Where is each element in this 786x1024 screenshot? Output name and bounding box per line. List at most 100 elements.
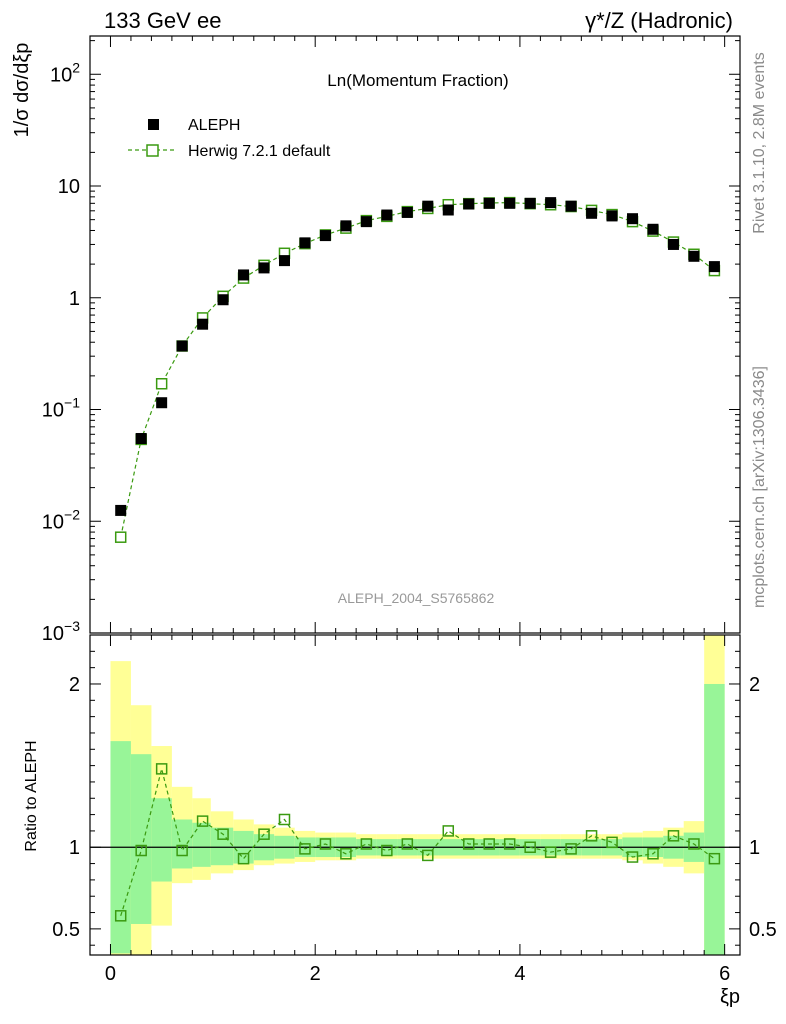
ratio-point-herwig [606,836,618,849]
ratio-point-herwig [626,851,639,863]
main-title: Ln(Momentum Fraction) [327,71,508,90]
ratio-point-herwig [155,763,168,775]
legend-label-herwig: Herwig 7.2.1 default [188,143,331,160]
aleph-point [217,294,229,306]
herwig-line [120,202,715,538]
ratio-point-herwig [442,825,455,837]
aleph-point [688,250,700,262]
ratio-point-herwig [114,910,127,922]
ratio-band-inner [704,683,725,955]
ratio-point-herwig [258,828,270,840]
aleph-point [627,213,639,225]
y-tick-label: 10 [58,176,80,198]
ratio-point-herwig [381,844,393,857]
ratio-y-tick-label-right: 0.5 [749,919,777,941]
ratio-y-tick-label-left: 2 [69,674,80,696]
ratio-point-herwig [524,841,536,853]
legend: ALEPH Herwig 7.2.1 default [128,117,331,160]
ratio-band-inner [130,754,152,924]
ratio-point-herwig [667,830,680,842]
y-tick-label: 10−2 [42,506,80,533]
y-tick-label: 10−3 [42,618,80,645]
header-right: γ*/Z (Hadronic) [585,8,733,33]
ratio-point-herwig [565,843,577,855]
ratio-point-herwig [688,838,700,850]
header-left: 133 GeV ee [104,8,221,33]
ratio-point-herwig [708,852,721,865]
ratio-point-herwig [319,838,332,850]
ratio-frame [89,634,741,956]
ratio-y-tick-label-right: 1 [749,837,760,859]
y-tick-exponent: −1 [64,395,80,411]
ratio-point-herwig [422,849,434,862]
aleph-point [606,210,618,222]
main-frame [89,35,741,634]
ratio-band-inner [151,798,172,882]
ratio-point-herwig [278,813,291,826]
y-tick-label: 1 [69,288,80,310]
side-label-mcplots: mcplots.cern.ch [arXiv:1306.3436] [751,366,768,608]
aleph-point [176,340,188,352]
herwig-point [155,378,168,390]
ratio-band-inner [171,819,193,869]
legend-marker-herwig [146,144,159,157]
aleph-point [360,216,372,228]
legend-label-aleph: ALEPH [188,117,240,134]
axis-ticks [89,36,740,955]
ratio-point-herwig [483,838,495,850]
y-tick-label: 102 [50,59,80,86]
ratio-point-herwig [647,848,659,860]
aleph-point [135,433,147,445]
x-tick-label: 0 [105,963,116,985]
ratio-ylabel: Ratio to ALEPH [23,740,40,851]
aleph-point [401,206,413,218]
aleph-point [422,200,434,212]
ratio-point-herwig [360,838,373,850]
ratio-series [114,763,721,922]
aleph-point [319,230,331,242]
y-tick-exponent: −2 [64,506,80,522]
aleph-point [381,209,393,221]
ratio-point-herwig [299,843,311,855]
ratio-xlabel: ξp [720,986,740,1008]
ratio-y-tick-label-right: 2 [749,674,760,696]
aleph-point [463,198,475,210]
legend-marker-aleph [148,119,159,130]
y-tick-exponent: 2 [72,59,80,75]
aleph-point [504,197,516,209]
aleph-point [545,197,557,209]
aleph-point [524,197,536,209]
plot-frames [89,35,741,956]
y-tick-label: 10−1 [42,395,80,422]
ratio-y-tick-label-left: 1 [69,837,80,859]
ratio-series-line [120,768,715,916]
ratio-point-herwig [196,815,209,827]
aleph-point [586,207,598,219]
ratio-point-herwig [217,828,229,840]
side-label-rivet: Rivet 3.1.10, 2.8M events [751,52,768,233]
ratio-point-herwig [585,830,598,842]
main-ylabel: 1/σ dσ/dξp [11,43,33,138]
aleph-point [667,238,679,250]
aleph-point [278,255,290,267]
x-tick-label: 6 [719,963,730,985]
aleph-point [197,318,209,330]
ratio-point-herwig [176,844,188,857]
ratio-y-tick-label-left: 0.5 [52,919,80,941]
ratio-point-herwig [401,838,414,850]
aleph-point [483,197,495,209]
y-tick-exponent: −3 [64,618,80,634]
ratio-bands [110,635,725,955]
ratio-point-herwig [340,848,352,860]
aleph-point [299,237,311,249]
aleph-point [115,504,127,516]
aleph-point [156,397,168,409]
x-tick-label: 2 [310,963,321,985]
x-tick-label: 4 [514,963,525,985]
aleph-point [708,261,720,273]
main-series [114,196,721,543]
aleph-point [340,220,352,232]
aleph-point [258,262,270,274]
aleph-point [238,269,250,281]
